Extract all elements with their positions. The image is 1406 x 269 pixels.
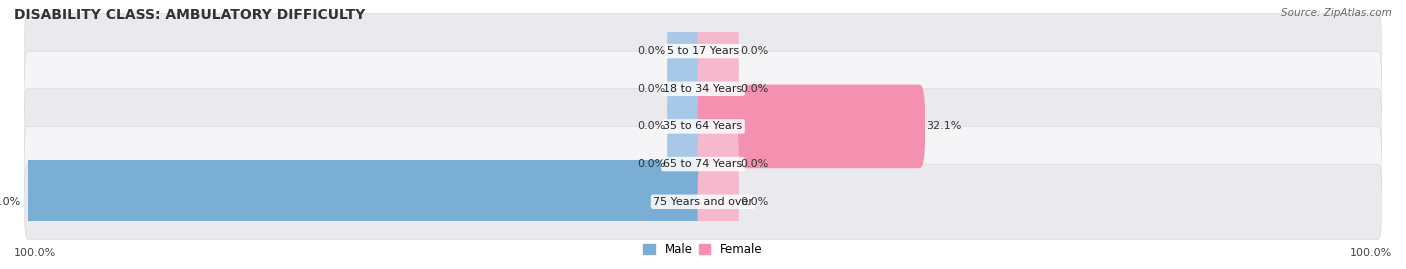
- FancyBboxPatch shape: [22, 160, 709, 243]
- Text: 65 to 74 Years: 65 to 74 Years: [664, 159, 742, 169]
- FancyBboxPatch shape: [25, 51, 1381, 126]
- Text: 0.0%: 0.0%: [638, 121, 666, 132]
- Text: DISABILITY CLASS: AMBULATORY DIFFICULTY: DISABILITY CLASS: AMBULATORY DIFFICULTY: [14, 8, 366, 22]
- FancyBboxPatch shape: [697, 47, 738, 130]
- Text: 18 to 34 Years: 18 to 34 Years: [664, 84, 742, 94]
- Text: 100.0%: 100.0%: [14, 248, 56, 258]
- FancyBboxPatch shape: [668, 9, 709, 93]
- Text: 100.0%: 100.0%: [1350, 248, 1392, 258]
- FancyBboxPatch shape: [697, 122, 738, 206]
- FancyBboxPatch shape: [25, 13, 1381, 89]
- Text: 35 to 64 Years: 35 to 64 Years: [664, 121, 742, 132]
- FancyBboxPatch shape: [25, 126, 1381, 202]
- Text: Source: ZipAtlas.com: Source: ZipAtlas.com: [1281, 8, 1392, 18]
- FancyBboxPatch shape: [668, 47, 709, 130]
- Text: 0.0%: 0.0%: [740, 46, 768, 56]
- FancyBboxPatch shape: [668, 122, 709, 206]
- FancyBboxPatch shape: [697, 160, 738, 243]
- Text: 100.0%: 100.0%: [0, 197, 21, 207]
- FancyBboxPatch shape: [697, 85, 925, 168]
- Text: 0.0%: 0.0%: [638, 84, 666, 94]
- Text: 5 to 17 Years: 5 to 17 Years: [666, 46, 740, 56]
- Legend: Male, Female: Male, Female: [644, 243, 762, 256]
- FancyBboxPatch shape: [668, 85, 709, 168]
- Text: 0.0%: 0.0%: [638, 46, 666, 56]
- FancyBboxPatch shape: [697, 9, 738, 93]
- Text: 0.0%: 0.0%: [740, 84, 768, 94]
- FancyBboxPatch shape: [25, 89, 1381, 164]
- Text: 75 Years and over: 75 Years and over: [652, 197, 754, 207]
- Text: 32.1%: 32.1%: [927, 121, 962, 132]
- Text: 0.0%: 0.0%: [638, 159, 666, 169]
- FancyBboxPatch shape: [25, 164, 1381, 239]
- Text: 0.0%: 0.0%: [740, 197, 768, 207]
- Text: 0.0%: 0.0%: [740, 159, 768, 169]
